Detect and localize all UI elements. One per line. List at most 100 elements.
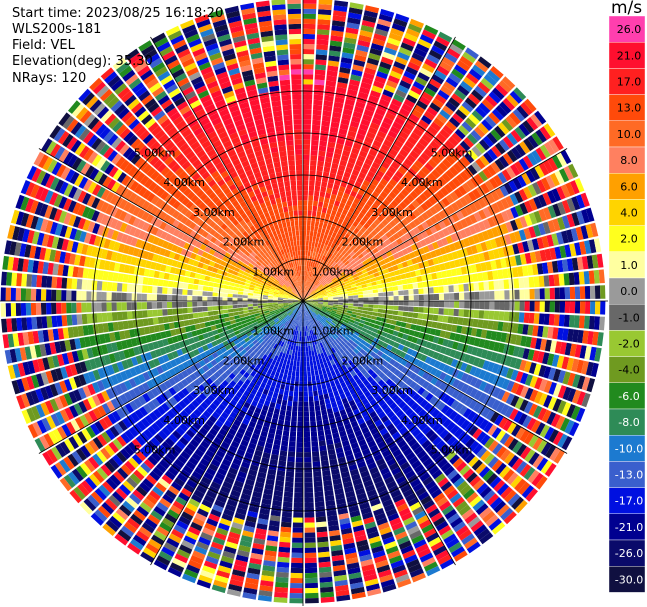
- range-gate: [325, 366, 331, 373]
- range-gate: [417, 224, 425, 233]
- range-gate: [440, 529, 454, 540]
- ray: [303, 269, 605, 301]
- range-gate: [310, 251, 314, 257]
- range-gate: [367, 270, 374, 276]
- range-gate: [384, 238, 392, 246]
- range-gate: [473, 479, 485, 491]
- range-gate: [403, 306, 409, 312]
- range-gate: [303, 69, 314, 75]
- range-gate: [364, 402, 372, 410]
- range-gate: [361, 269, 368, 274]
- range-gate: [297, 320, 300, 326]
- range-gate: [423, 24, 439, 36]
- range-gate: [360, 145, 370, 154]
- range-gate: [320, 591, 335, 598]
- range-gate: [418, 422, 428, 432]
- range-gate: [579, 241, 587, 255]
- range-gate: [313, 323, 317, 329]
- range-gate: [373, 33, 387, 42]
- range-gate: [565, 182, 576, 197]
- range-gate: [374, 226, 382, 233]
- range-gate: [531, 150, 542, 164]
- range-gate: [403, 70, 416, 81]
- range-gate: [439, 443, 450, 454]
- range-gate: [311, 134, 320, 141]
- range-gate: [313, 311, 318, 316]
- range-gate: [392, 264, 399, 271]
- range-gate: [462, 317, 469, 326]
- range-gate: [543, 275, 550, 287]
- range-gate: [574, 344, 582, 358]
- range-gate: [583, 271, 590, 285]
- range-gate: [407, 563, 422, 574]
- range-gate: [502, 322, 509, 332]
- range-gate: [390, 27, 404, 37]
- range-gate: [303, 401, 309, 407]
- range-gate: [314, 84, 325, 91]
- range-gate: [487, 456, 499, 469]
- range-gate: [446, 421, 456, 432]
- range-gate: [307, 302, 313, 305]
- range-gate: [317, 343, 322, 349]
- range-gate: [303, 406, 309, 412]
- range-gate: [315, 322, 320, 328]
- range-gate: [373, 304, 379, 309]
- range-gate: [507, 455, 520, 468]
- range-gate: [295, 376, 299, 382]
- range-gate: [533, 196, 543, 209]
- range-gate: [331, 116, 341, 124]
- range-gate: [454, 350, 462, 360]
- range-gate: [414, 464, 425, 474]
- range-gate: [304, 291, 307, 297]
- range-gate: [285, 410, 292, 417]
- range-gate: [384, 476, 395, 485]
- range-gate: [306, 294, 311, 298]
- range-gate: [471, 145, 483, 157]
- range-gate: [327, 182, 334, 189]
- range-gate: [395, 409, 405, 418]
- range-gate: [496, 212, 505, 224]
- range-gate: [376, 387, 384, 395]
- range-gate: [413, 445, 424, 456]
- range-gate: [329, 126, 339, 134]
- range-gate: [363, 203, 371, 211]
- range-gate: [490, 66, 504, 79]
- range-gate: [466, 492, 479, 504]
- range-gate: [283, 425, 290, 432]
- range-gate: [319, 576, 333, 583]
- ray: [303, 301, 548, 490]
- range-gate: [326, 310, 332, 314]
- range-gate: [486, 164, 497, 177]
- range-gate: [300, 321, 302, 327]
- range-gate: [362, 215, 369, 223]
- range-gate: [309, 360, 314, 367]
- range-gate: [362, 568, 376, 577]
- range-gate: [433, 360, 442, 369]
- range-gate: [359, 554, 373, 562]
- range-gate: [499, 301, 505, 311]
- range-gate: [257, 595, 272, 602]
- range-gate: [327, 413, 335, 420]
- range-gate: [449, 492, 462, 504]
- range-gate: [428, 419, 438, 429]
- range-gate: [434, 213, 443, 222]
- range-gate: [327, 294, 333, 297]
- range-gate: [351, 69, 363, 77]
- range-gate: [351, 169, 360, 177]
- range-gate: [587, 331, 594, 345]
- range-gate: [352, 342, 358, 348]
- range-gate: [465, 437, 476, 449]
- range-gate: [373, 174, 382, 183]
- range-gate: [319, 374, 324, 380]
- range-gate: [443, 293, 450, 300]
- range-gate: [399, 255, 407, 263]
- range-gate: [576, 359, 584, 374]
- range-gate: [544, 339, 552, 352]
- range-gate: [423, 148, 434, 158]
- range-gate: [304, 482, 313, 488]
- range-gate: [459, 301, 465, 309]
- range-gate: [368, 304, 374, 308]
- range-gate: [296, 320, 299, 326]
- range-gate: [586, 378, 596, 393]
- range-gate: [427, 405, 437, 415]
